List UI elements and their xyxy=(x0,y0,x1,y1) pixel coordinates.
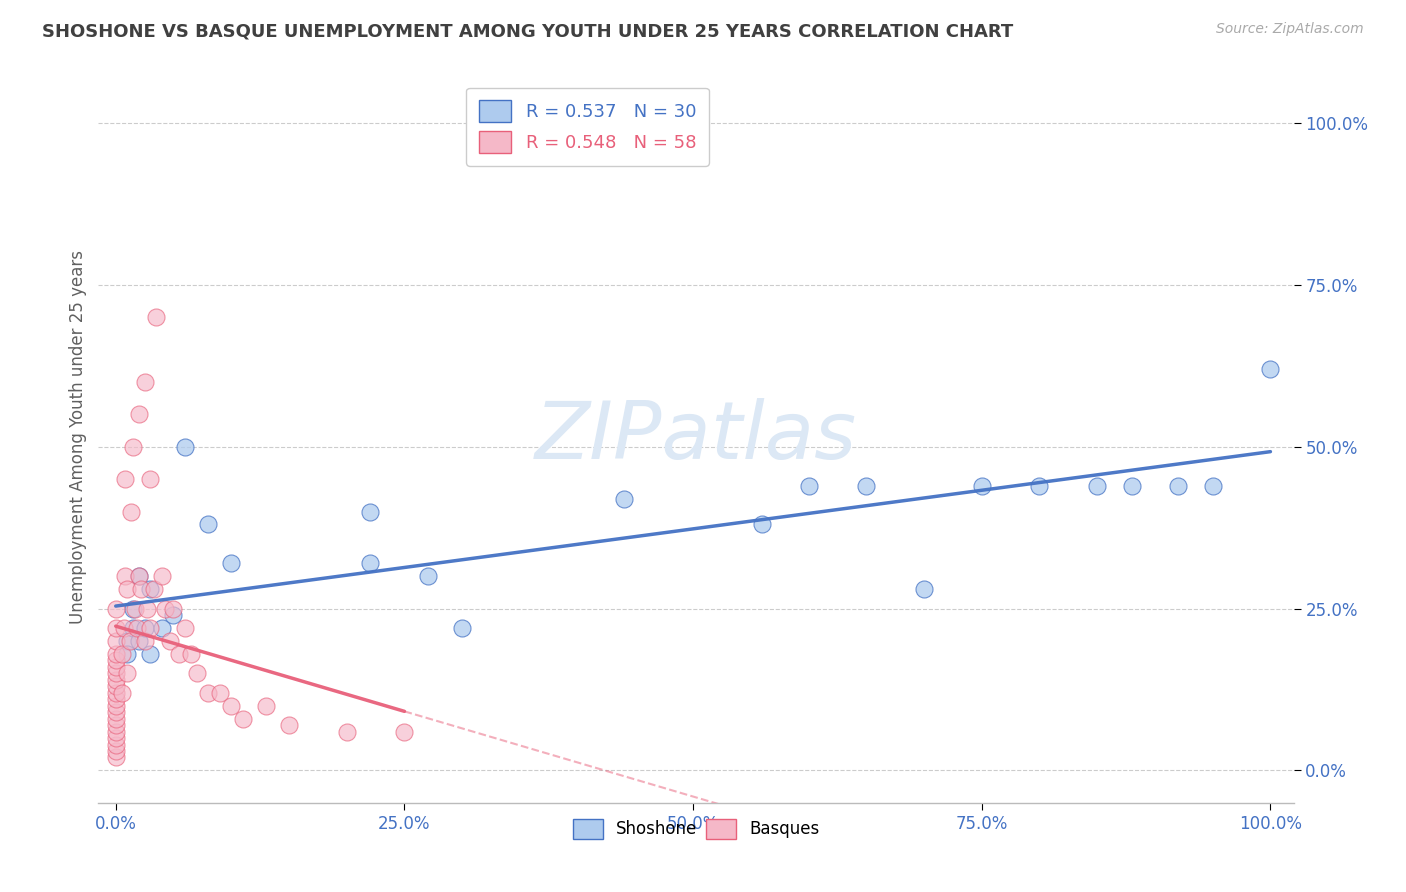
Point xyxy=(159,634,181,648)
Point xyxy=(128,569,150,583)
Point xyxy=(134,621,156,635)
Point xyxy=(278,718,301,732)
Point xyxy=(150,621,173,635)
Point xyxy=(336,724,359,739)
Point xyxy=(219,698,242,713)
Point xyxy=(150,569,173,583)
Point xyxy=(125,621,148,635)
Point xyxy=(135,601,157,615)
Point xyxy=(104,718,127,732)
Point xyxy=(359,504,381,518)
Point xyxy=(104,601,127,615)
Point xyxy=(145,310,167,325)
Point xyxy=(155,601,177,615)
Point xyxy=(1028,478,1050,492)
Point xyxy=(970,478,993,492)
Point xyxy=(124,601,146,615)
Point xyxy=(134,375,156,389)
Point xyxy=(122,440,145,454)
Point xyxy=(104,705,127,719)
Point xyxy=(114,569,136,583)
Point xyxy=(117,666,139,681)
Point xyxy=(117,647,139,661)
Point xyxy=(122,621,145,635)
Point xyxy=(128,569,150,583)
Y-axis label: Unemployment Among Youth under 25 years: Unemployment Among Youth under 25 years xyxy=(69,250,87,624)
Point xyxy=(139,472,162,486)
Point xyxy=(1260,362,1282,376)
Point xyxy=(134,634,156,648)
Point xyxy=(104,621,127,635)
Point xyxy=(117,582,139,597)
Point xyxy=(751,517,773,532)
Point xyxy=(112,621,135,635)
Point xyxy=(139,647,162,661)
Point xyxy=(1167,478,1189,492)
Point xyxy=(797,478,820,492)
Point xyxy=(129,582,152,597)
Point xyxy=(104,692,127,706)
Point xyxy=(104,660,127,674)
Point xyxy=(208,686,231,700)
Point xyxy=(110,647,132,661)
Point xyxy=(180,647,202,661)
Point xyxy=(359,557,381,571)
Point xyxy=(232,712,254,726)
Point xyxy=(167,647,190,661)
Point xyxy=(104,744,127,758)
Point xyxy=(104,679,127,693)
Point xyxy=(912,582,935,597)
Point xyxy=(186,666,208,681)
Point xyxy=(197,686,219,700)
Legend: Shoshone, Basques: Shoshone, Basques xyxy=(567,812,825,846)
Point xyxy=(1202,478,1225,492)
Point xyxy=(855,478,877,492)
Point xyxy=(613,491,636,506)
Point xyxy=(117,634,139,648)
Point xyxy=(162,608,184,623)
Point xyxy=(128,408,150,422)
Point xyxy=(104,724,127,739)
Point xyxy=(197,517,219,532)
Point xyxy=(104,686,127,700)
Point xyxy=(142,582,165,597)
Point xyxy=(122,601,145,615)
Text: SHOSHONE VS BASQUE UNEMPLOYMENT AMONG YOUTH UNDER 25 YEARS CORRELATION CHART: SHOSHONE VS BASQUE UNEMPLOYMENT AMONG YO… xyxy=(42,22,1014,40)
Point xyxy=(110,686,132,700)
Point xyxy=(1121,478,1143,492)
Point xyxy=(451,621,474,635)
Point xyxy=(104,634,127,648)
Point xyxy=(219,557,242,571)
Point xyxy=(416,569,439,583)
Point xyxy=(254,698,277,713)
Text: ZIPatlas: ZIPatlas xyxy=(534,398,858,476)
Point xyxy=(114,472,136,486)
Point xyxy=(118,634,141,648)
Point xyxy=(139,582,162,597)
Point xyxy=(104,738,127,752)
Point xyxy=(394,724,416,739)
Point xyxy=(104,666,127,681)
Text: Source: ZipAtlas.com: Source: ZipAtlas.com xyxy=(1216,22,1364,37)
Point xyxy=(174,621,197,635)
Point xyxy=(128,634,150,648)
Point xyxy=(104,647,127,661)
Point xyxy=(1085,478,1108,492)
Point xyxy=(162,601,184,615)
Point xyxy=(174,440,197,454)
Point xyxy=(104,750,127,764)
Point xyxy=(104,673,127,687)
Point xyxy=(120,504,142,518)
Point xyxy=(104,712,127,726)
Point xyxy=(104,731,127,745)
Point xyxy=(139,621,162,635)
Point xyxy=(104,698,127,713)
Point xyxy=(104,653,127,667)
